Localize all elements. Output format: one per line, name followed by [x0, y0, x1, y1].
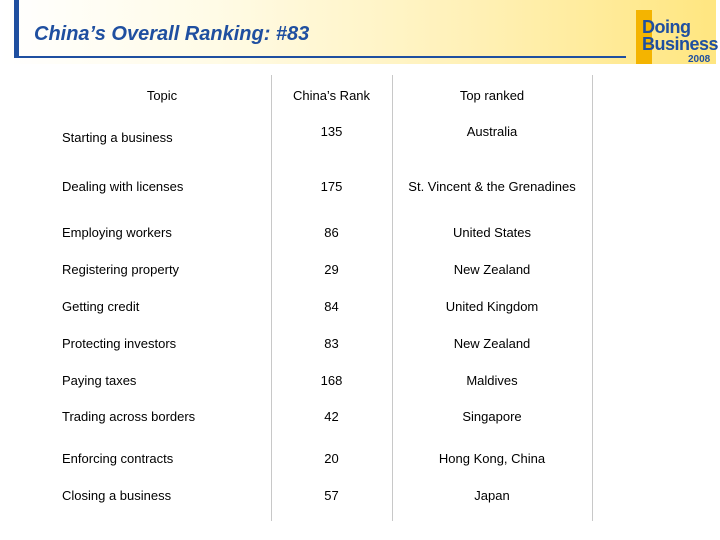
page-title: China’s Overall Ranking: #83: [34, 23, 310, 45]
header-rule: [14, 56, 626, 58]
logo-line2: Business: [642, 34, 719, 54]
row-top-ranked: Australia: [466, 124, 518, 139]
column-divider: [392, 75, 393, 521]
row-top-ranked: United States: [452, 225, 532, 240]
header-china-rank: China’s Rank: [292, 88, 371, 103]
row-rank: 20: [324, 451, 339, 466]
header-top-ranked: Top ranked: [459, 88, 525, 103]
row-topic: Paying taxes: [62, 373, 137, 388]
row-rank: 42: [324, 409, 339, 424]
row-topic: Employing workers: [62, 225, 172, 240]
row-topic: Closing a business: [62, 488, 172, 503]
row-top-ranked: Maldives: [466, 373, 518, 388]
row-rank: 84: [324, 299, 339, 314]
row-topic: Trading across borders: [62, 409, 196, 424]
column-divider: [271, 75, 272, 521]
row-rank: 86: [324, 225, 339, 240]
row-topic: Enforcing contracts: [62, 451, 174, 466]
row-topic: Protecting investors: [62, 336, 177, 351]
doing-business-logo: Doing Business 2008: [636, 8, 720, 65]
row-rank: 29: [324, 262, 339, 277]
row-top-ranked: United Kingdom: [445, 299, 539, 314]
row-rank: 57: [324, 488, 339, 503]
row-top-ranked: St. Vincent & the Grenadines: [408, 179, 576, 194]
row-rank: 135: [320, 124, 343, 139]
logo-line1: Doing: [642, 17, 691, 37]
header-topic: Topic: [146, 88, 178, 103]
row-topic: Getting credit: [62, 299, 140, 314]
row-topic: Starting a business: [62, 130, 173, 145]
row-top-ranked: New Zealand: [453, 336, 531, 351]
row-top-ranked: Hong Kong, China: [438, 451, 546, 466]
ranking-table: Topic China’s Rank Top ranked Starting a…: [56, 75, 596, 535]
row-rank: 175: [320, 179, 343, 194]
column-divider: [592, 75, 593, 521]
row-rank: 83: [324, 336, 339, 351]
row-topic: Registering property: [62, 262, 180, 277]
row-top-ranked: Japan: [474, 488, 510, 503]
row-top-ranked: Singapore: [462, 409, 522, 424]
header-accent: [14, 0, 19, 56]
logo-year: 2008: [688, 54, 711, 65]
row-topic: Dealing with licenses: [62, 179, 184, 194]
row-top-ranked: New Zealand: [453, 262, 531, 277]
row-rank: 168: [320, 373, 343, 388]
header-bar: [0, 0, 716, 64]
logo-accent-box: [636, 10, 652, 64]
